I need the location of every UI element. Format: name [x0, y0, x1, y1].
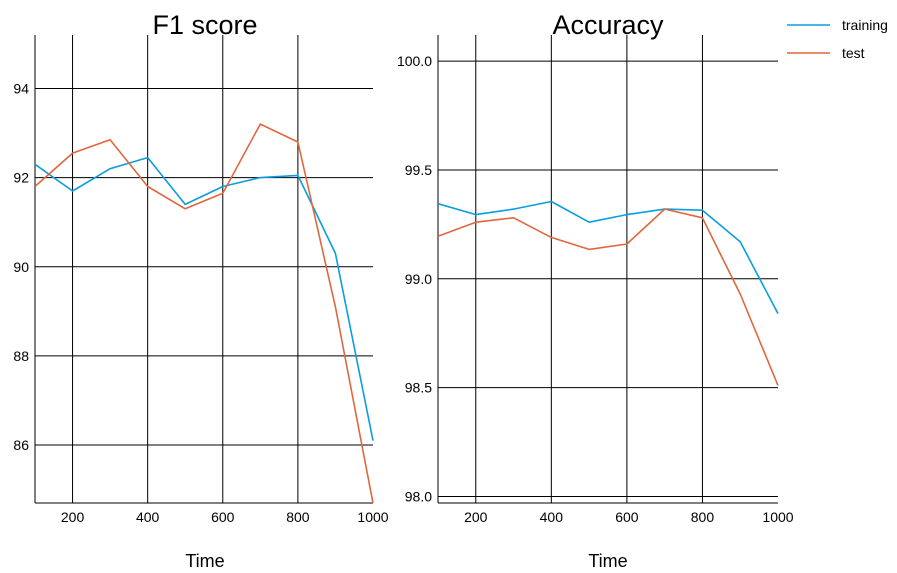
- accuracy-ytick-label: 98.0: [405, 488, 432, 504]
- f1-chart-title: F1 score: [152, 10, 257, 40]
- f1-x-axis-label: Time: [185, 551, 224, 571]
- f1-ytick-label: 94: [13, 80, 29, 96]
- accuracy-xtick-label: 400: [540, 509, 564, 525]
- f1-ytick-label: 88: [13, 348, 29, 364]
- f1-ytick-label: 86: [13, 437, 29, 453]
- legend-label-training: training: [842, 17, 888, 33]
- accuracy-xtick-label: 600: [615, 509, 639, 525]
- accuracy-panel: 98.0 98.5 99.0 99.5 100.0 200 400 600 800 1000 Acc…: [397, 10, 794, 571]
- accuracy-ytick-label: 98.5: [405, 380, 432, 396]
- f1-xtick-label: 1000: [357, 509, 388, 525]
- f1-score-panel: 86 88 90 92 94 200 400 600 800 1000 F1 score Time: [13, 10, 388, 571]
- accuracy-series-training-line: [437, 200, 779, 314]
- legend: training test: [787, 17, 888, 61]
- f1-xtick-label: 600: [211, 509, 235, 525]
- f1-xtick-label: 400: [136, 509, 160, 525]
- accuracy-xtick-label: 200: [464, 509, 488, 525]
- accuracy-xtick-label: 800: [691, 509, 715, 525]
- accuracy-xtick-label: 1000: [762, 509, 793, 525]
- accuracy-ytick-label: 100.0: [397, 53, 432, 69]
- f1-series-training-line: [34, 156, 374, 441]
- f1-xtick-label: 800: [286, 509, 310, 525]
- f1-ytick-label: 92: [13, 170, 29, 186]
- f1-ytick-label: 90: [13, 259, 29, 275]
- accuracy-chart-title: Accuracy: [552, 10, 664, 40]
- accuracy-x-axis-label: Time: [588, 551, 627, 571]
- f1-series-test-line: [34, 123, 374, 504]
- legend-label-test: test: [842, 45, 865, 61]
- accuracy-ytick-label: 99.0: [405, 271, 432, 287]
- accuracy-ytick-label: 99.5: [405, 162, 432, 178]
- f1-xtick-label: 200: [61, 509, 85, 525]
- accuracy-series-test-line: [437, 208, 779, 386]
